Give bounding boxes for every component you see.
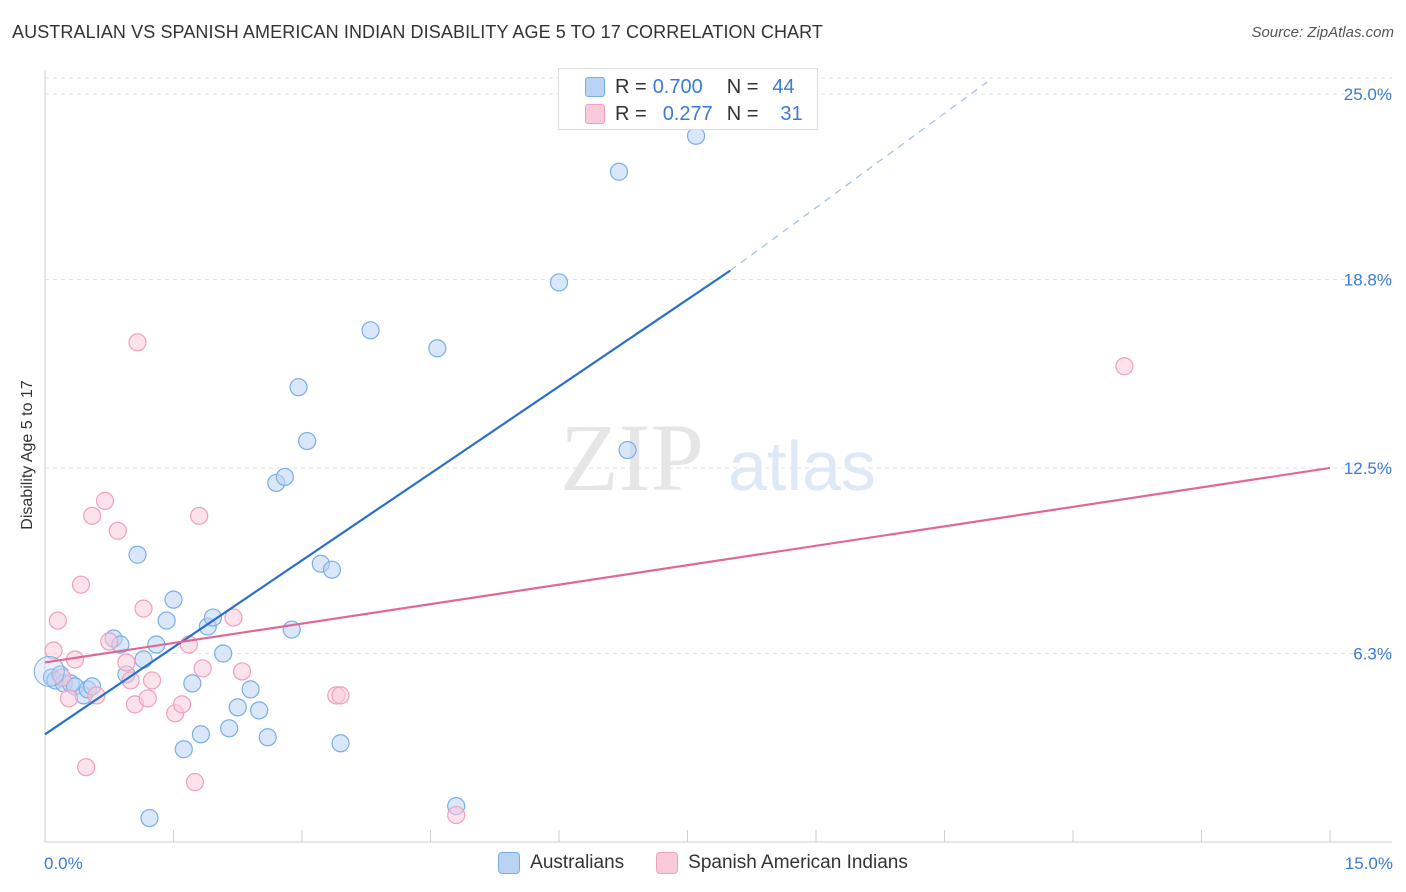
point-0-16: [164, 590, 183, 609]
point-1-28: [331, 686, 350, 705]
point-0-17: [174, 740, 193, 759]
point-1-7: [83, 506, 102, 525]
point-1-29: [447, 805, 466, 825]
point-1-22: [185, 773, 205, 792]
point-0-37: [428, 339, 447, 358]
series-legend: Australians Spanish American Indians: [0, 852, 1406, 874]
tick-labels: 6.3% 12.5% 18.8% 25.0% 0.0% 15.0%: [44, 85, 1393, 873]
data-points: [33, 126, 1134, 828]
point-1-10: [100, 632, 119, 651]
y-tick-label-3: 25.0%: [1344, 85, 1392, 104]
point-1-9: [95, 491, 115, 510]
legend-label-spanish-american-indians: Spanish American Indians: [688, 852, 908, 873]
y-axis-label: Disability Age 5 to 17: [19, 380, 36, 530]
n-value: 44: [772, 75, 795, 98]
point-0-35: [331, 734, 350, 753]
point-0-29: [275, 467, 294, 487]
point-0-15: [157, 611, 176, 630]
y-tick-label-0: 6.3%: [1353, 644, 1392, 663]
chart-title: AUSTRALIAN VS SPANISH AMERICAN INDIAN DI…: [12, 22, 824, 42]
point-0-41: [618, 440, 637, 460]
point-1-17: [138, 689, 157, 708]
point-1-20: [172, 695, 192, 714]
x-tick-label-max: 15.0%: [1345, 854, 1393, 873]
point-1-5: [71, 575, 91, 594]
point-0-34: [322, 560, 342, 579]
point-0-43: [140, 808, 159, 828]
point-1-2: [53, 668, 72, 687]
australians-legend-swatch: [498, 852, 521, 874]
point-0-32: [298, 431, 317, 451]
point-1-23: [190, 506, 209, 525]
stats-legend: R = 0.700 N = 44 R = 0.277 N = 31: [558, 68, 818, 130]
point-0-12: [128, 545, 147, 564]
point-1-16: [134, 599, 153, 618]
point-1-8: [87, 686, 106, 705]
r-value: 0.700: [652, 75, 703, 98]
point-1-6: [77, 758, 96, 777]
legend-label-australians: Australians: [530, 852, 625, 873]
point-0-25: [241, 680, 260, 699]
point-1-21: [179, 635, 199, 654]
australians-swatch: [585, 77, 605, 97]
spanish-legend-swatch: [656, 852, 679, 874]
point-0-13: [134, 650, 153, 669]
point-0-40: [609, 162, 629, 181]
point-1-13: [121, 671, 140, 690]
point-1-25: [224, 608, 243, 627]
stats-legend-row-australians: R = 0.700 N = 44: [585, 75, 795, 99]
point-1-24: [193, 659, 212, 678]
legend-item-spanish-american-indians[interactable]: Spanish American Indians: [656, 852, 908, 874]
point-1-11: [108, 521, 127, 540]
r-label: R =: [615, 102, 647, 125]
trend-line-1: [44, 466, 1331, 664]
point-0-19: [191, 725, 211, 744]
trend-lines: [44, 81, 1331, 736]
point-1-12: [117, 653, 136, 672]
point-0-39: [549, 273, 569, 292]
r-label: R =: [615, 75, 647, 98]
point-0-22: [214, 644, 233, 663]
y-tick-label-2: 18.8%: [1344, 270, 1392, 289]
point-0-36: [361, 321, 380, 340]
point-0-24: [228, 698, 247, 717]
point-cluster-australians: [33, 655, 65, 687]
point-1-0: [44, 641, 63, 660]
y-tick-label-1: 12.5%: [1344, 459, 1392, 478]
point-1-15: [128, 333, 147, 352]
point-0-27: [258, 728, 277, 747]
watermark-atlas: atlas: [728, 427, 876, 505]
stats-legend-row-spanish: R = 0.277 N = 31: [585, 102, 803, 126]
point-0-18: [183, 674, 202, 693]
point-1-30: [1115, 357, 1134, 376]
chart-source: Source: ZipAtlas.com: [1251, 24, 1394, 41]
x-tick-label-min: 0.0%: [44, 854, 83, 873]
point-0-21: [203, 608, 223, 627]
n-value: 31: [780, 102, 803, 125]
legend-item-australians[interactable]: Australians: [498, 852, 624, 874]
point-1-3: [59, 689, 79, 708]
trend-extension-0: [729, 81, 988, 271]
point-1-26: [232, 662, 252, 681]
point-0-26: [250, 701, 269, 720]
grid-lines: [45, 77, 1392, 654]
r-value: 0.277: [662, 102, 713, 125]
point-1-18: [142, 671, 162, 690]
n-label: N =: [726, 75, 759, 98]
axes: [44, 70, 1392, 843]
point-1-1: [48, 611, 67, 630]
point-0-31: [289, 378, 308, 397]
trend-line-0: [44, 269, 731, 736]
spanish-swatch: [585, 104, 605, 124]
n-label: N =: [726, 102, 759, 125]
point-0-23: [220, 719, 239, 738]
